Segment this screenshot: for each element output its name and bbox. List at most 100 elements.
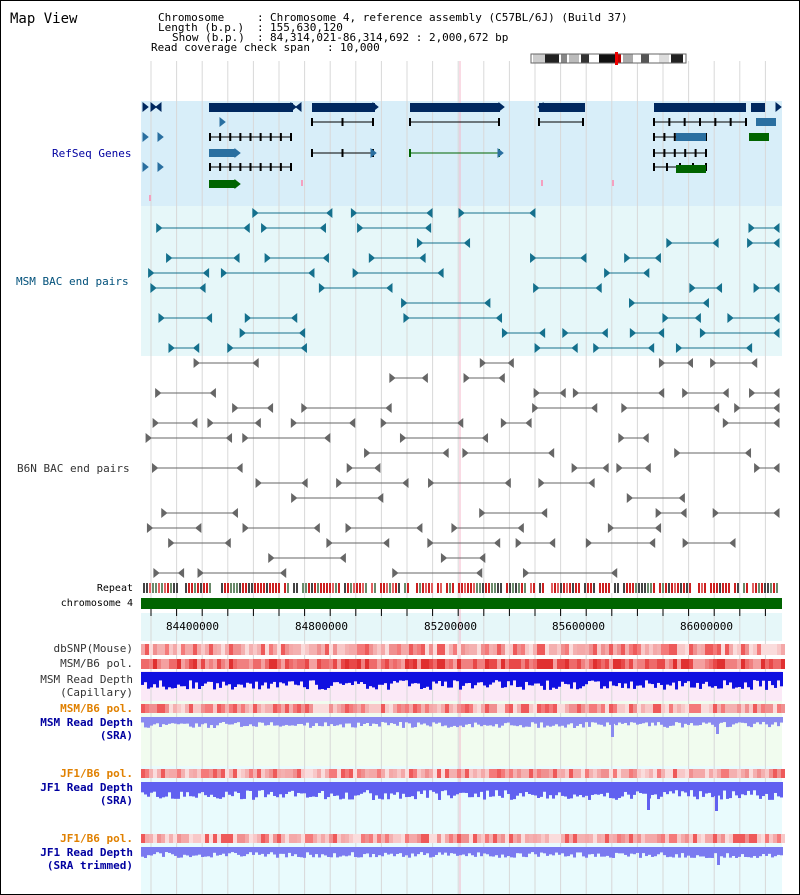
jf1-pol2-heat: [573, 834, 577, 843]
msm-capillary-depth: [486, 672, 489, 688]
jf1-trim-depth: [699, 847, 702, 857]
jf1-trim-depth: [519, 847, 522, 854]
gene-exon: [209, 163, 211, 171]
bac-end-marker: [290, 312, 298, 324]
jf1-trim-depth: [561, 847, 564, 854]
jf1-pol2-heat: [477, 834, 481, 843]
msm-sra-depth: [141, 717, 144, 723]
jf1-trim-depth: [363, 847, 366, 855]
jf1-pol-heat: [741, 769, 745, 778]
jf1-pol-heat: [321, 769, 325, 778]
jf1-pol2-heat: [409, 834, 413, 843]
jf1-pol2-heat: [533, 834, 537, 843]
jf1-trim-depth: [429, 847, 432, 858]
gene-exon: [673, 133, 676, 141]
msm-pol-heat: [545, 704, 549, 713]
jf1-pol-heat: [341, 769, 345, 778]
dbsnp-heat: [737, 644, 741, 655]
jf1-trim-depth: [240, 847, 243, 857]
msm-pol-heat: [149, 704, 153, 713]
track-label-refseq[interactable]: RefSeq Genes: [52, 147, 132, 160]
msm-capillary-depth: [204, 672, 207, 684]
pol-heat: [241, 659, 245, 669]
jf1-pol-heat: [277, 769, 281, 778]
dbsnp-heat: [473, 644, 477, 655]
jf1-pol-heat: [489, 769, 493, 778]
track-label-msm-sra-sub: (SRA): [99, 729, 133, 742]
jf1-sra-depth: [777, 782, 780, 797]
jf1-pol2-heat: [213, 834, 217, 843]
msm-capillary-depth: [672, 672, 675, 683]
msm-capillary-depth: [654, 672, 657, 688]
msm-capillary-depth: [666, 672, 669, 685]
repeat-feature: [443, 583, 445, 593]
msm-capillary-depth: [765, 672, 768, 690]
track-label-b6n-bac[interactable]: B6N BAC end pairs: [17, 462, 130, 475]
msm-pol-heat: [189, 704, 193, 713]
jf1-sra-depth: [309, 782, 312, 797]
bac-end-marker: [168, 537, 175, 549]
jf1-trim-depth: [570, 847, 573, 855]
msm-sra-depth: [243, 717, 246, 727]
pol-heat: [265, 659, 269, 669]
msm-sra-depth: [426, 717, 429, 726]
jf1-trim-depth: [411, 847, 414, 854]
msm-capillary-depth: [363, 672, 366, 685]
track-label-jf1-trimmed-sub: (SRA trimmed): [46, 859, 133, 872]
jf1-pol-heat: [409, 769, 413, 778]
msm-pol-heat: [269, 704, 273, 713]
msm-pol-heat: [389, 704, 393, 713]
ideogram-band: [561, 54, 567, 63]
jf1-trim-depth: [471, 847, 474, 856]
jf1-trim-depth: [465, 847, 468, 857]
jf1-trim-depth: [501, 847, 504, 855]
msm-sra-depth: [375, 717, 378, 725]
jf1-trim-depth: [207, 847, 210, 857]
track-label-msm-bac[interactable]: MSM BAC end pairs: [16, 275, 129, 288]
msm-pol-heat: [509, 704, 513, 713]
dbsnp-heat: [761, 644, 765, 655]
jf1-sra-depth: [495, 782, 498, 791]
ideogram-band: [623, 54, 633, 63]
repeat-feature: [452, 583, 454, 593]
msm-capillary-depth: [726, 672, 729, 686]
jf1-sra-depth: [609, 782, 612, 799]
msm-capillary-depth: [393, 672, 396, 682]
msm-sra-depth: [222, 717, 225, 722]
repeat-feature: [335, 583, 337, 593]
repeat-feature: [416, 583, 418, 593]
msm-capillary-depth: [186, 672, 189, 690]
jf1-sra-depth: [654, 782, 657, 795]
msm-capillary-depth: [459, 672, 462, 690]
jf1-pol2-heat: [745, 834, 749, 843]
msm-sra-depth: [756, 717, 759, 723]
pol-heat: [757, 659, 761, 669]
repeat-feature: [257, 583, 259, 593]
pol-heat: [781, 659, 785, 669]
jf1-pol2-heat: [197, 834, 201, 843]
jf1-pol-heat: [533, 769, 537, 778]
bac-end-marker: [252, 357, 259, 369]
jf1-pol-heat: [337, 769, 341, 778]
jf1-pol-heat: [637, 769, 641, 778]
msm-capillary-depth: [264, 672, 267, 683]
msm-sra-depth: [327, 717, 330, 727]
jf1-pol2-heat: [441, 834, 445, 843]
msm-sra-depth: [456, 717, 459, 728]
msm-sra-depth: [747, 717, 750, 727]
msm-capillary-depth: [252, 672, 255, 689]
msm-capillary-depth: [609, 672, 612, 682]
bac-end-marker: [559, 387, 566, 399]
dbsnp-heat: [181, 644, 185, 655]
dbsnp-heat: [581, 644, 585, 655]
msm-sra-depth: [705, 717, 708, 724]
msm-sra-depth: [339, 717, 342, 725]
pol-heat: [165, 659, 169, 669]
repeat-feature: [533, 583, 535, 593]
bac-end-marker: [689, 282, 696, 294]
pol-heat: [749, 659, 753, 669]
pol-heat: [537, 659, 541, 669]
jf1-trim-depth: [291, 847, 294, 857]
jf1-sra-depth: [420, 782, 423, 794]
